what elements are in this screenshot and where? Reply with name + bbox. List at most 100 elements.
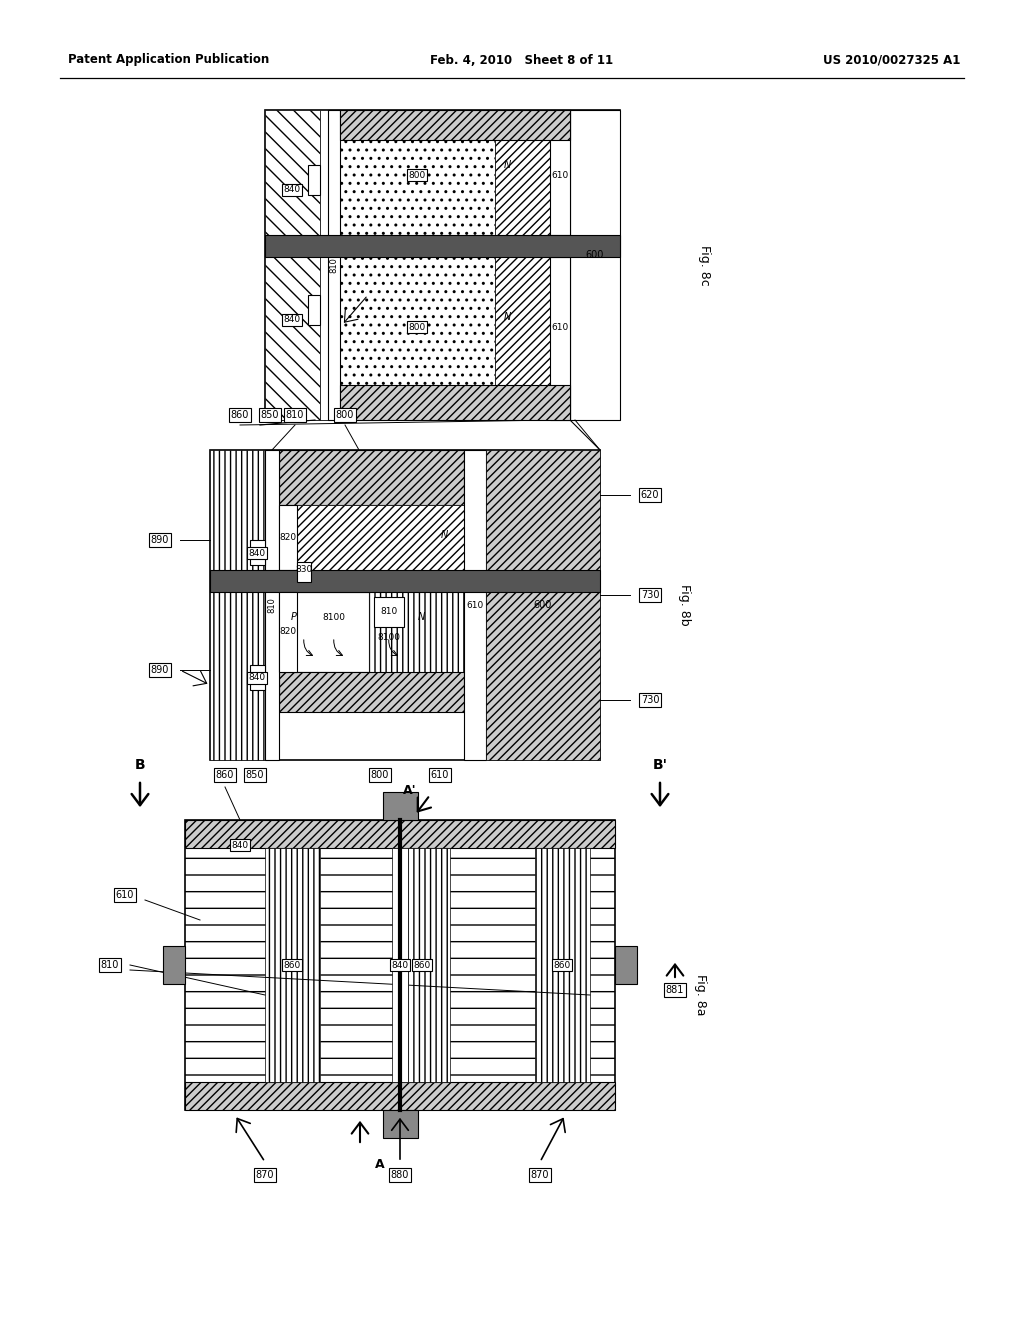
Bar <box>185 820 615 1110</box>
Bar <box>185 1082 615 1110</box>
Text: US 2010/0027325 A1: US 2010/0027325 A1 <box>822 54 961 66</box>
Bar <box>210 450 265 760</box>
Bar <box>265 847 319 1082</box>
Text: 730: 730 <box>641 696 659 705</box>
Text: 610: 610 <box>551 322 568 331</box>
Text: 830: 830 <box>295 565 312 574</box>
Bar <box>550 110 570 235</box>
Bar <box>495 257 550 420</box>
Bar <box>535 847 590 1082</box>
Bar <box>570 110 620 420</box>
Text: 810: 810 <box>267 597 276 612</box>
Bar <box>265 110 319 420</box>
Text: 880: 880 <box>391 1170 410 1180</box>
Bar <box>550 257 570 420</box>
Bar <box>369 591 464 672</box>
Text: 881: 881 <box>666 985 684 995</box>
Text: 730: 730 <box>641 590 659 601</box>
Bar <box>615 946 637 983</box>
Bar <box>279 591 297 672</box>
Text: 800: 800 <box>409 170 426 180</box>
Bar <box>374 597 404 627</box>
Bar <box>265 235 620 257</box>
Text: 860: 860 <box>284 961 301 969</box>
Bar <box>328 110 340 420</box>
Bar <box>250 540 265 565</box>
Text: N: N <box>440 531 447 540</box>
Bar <box>279 506 464 570</box>
Bar <box>210 570 600 591</box>
Text: 620: 620 <box>641 490 659 500</box>
Text: Fig. 8c: Fig. 8c <box>698 244 712 285</box>
Bar <box>279 591 369 672</box>
Text: 820: 820 <box>280 627 297 636</box>
Text: 610: 610 <box>431 770 450 780</box>
Bar <box>250 665 265 690</box>
Text: N: N <box>504 312 511 322</box>
Text: 890: 890 <box>151 535 169 545</box>
Text: 810: 810 <box>286 411 304 420</box>
Text: N: N <box>418 612 425 622</box>
Text: 840: 840 <box>284 315 301 325</box>
Bar <box>340 257 495 420</box>
Text: 850: 850 <box>246 770 264 780</box>
Bar <box>383 1110 418 1138</box>
Bar <box>340 385 570 420</box>
Text: B': B' <box>652 758 668 772</box>
Bar <box>279 672 464 711</box>
Text: 890: 890 <box>151 665 169 675</box>
Text: 800: 800 <box>409 322 426 331</box>
Text: 860: 860 <box>216 770 234 780</box>
Text: 610: 610 <box>466 601 483 610</box>
Text: N: N <box>504 160 511 170</box>
Text: 810: 810 <box>100 960 119 970</box>
Text: 610: 610 <box>551 170 568 180</box>
Bar <box>265 450 279 760</box>
Bar <box>464 450 486 760</box>
Text: 810: 810 <box>380 607 397 616</box>
Text: 810: 810 <box>330 257 339 273</box>
Text: Feb. 4, 2010   Sheet 8 of 11: Feb. 4, 2010 Sheet 8 of 11 <box>430 54 613 66</box>
Bar <box>185 820 615 847</box>
Text: 840: 840 <box>249 673 265 682</box>
Bar <box>308 165 319 195</box>
Bar <box>279 450 464 506</box>
Text: A': A' <box>403 784 417 796</box>
Text: 8100: 8100 <box>378 632 400 642</box>
Text: 860: 860 <box>230 411 249 420</box>
Text: 600: 600 <box>534 601 552 610</box>
Text: P: P <box>291 612 297 622</box>
Bar <box>395 847 450 1082</box>
Bar <box>210 450 600 760</box>
Text: A: A <box>375 1159 385 1172</box>
Bar <box>297 562 311 582</box>
Text: 800: 800 <box>336 411 354 420</box>
Bar <box>392 847 408 1082</box>
Text: Fig. 8b: Fig. 8b <box>679 585 691 626</box>
Bar <box>163 946 185 983</box>
Bar <box>265 110 620 420</box>
Bar <box>340 110 495 235</box>
Text: 800: 800 <box>371 770 389 780</box>
Text: Fig. 8a: Fig. 8a <box>693 974 707 1016</box>
Text: 600: 600 <box>586 249 604 260</box>
Text: 820: 820 <box>280 532 297 541</box>
Bar <box>495 110 550 235</box>
Text: 840: 840 <box>231 841 249 850</box>
Text: 8100: 8100 <box>323 612 345 622</box>
Bar <box>340 110 570 140</box>
Text: Patent Application Publication: Patent Application Publication <box>68 54 269 66</box>
Bar <box>486 450 600 760</box>
Text: 840: 840 <box>284 186 301 194</box>
Bar <box>308 294 319 325</box>
Bar <box>383 792 418 820</box>
Text: 610: 610 <box>116 890 134 900</box>
Text: B: B <box>135 758 145 772</box>
Text: 840: 840 <box>249 549 265 557</box>
Text: 850: 850 <box>261 411 280 420</box>
Text: 860: 860 <box>414 961 431 969</box>
Text: 870: 870 <box>256 1170 274 1180</box>
Text: 840: 840 <box>391 961 409 969</box>
Bar <box>279 506 297 570</box>
Text: 860: 860 <box>553 961 570 969</box>
